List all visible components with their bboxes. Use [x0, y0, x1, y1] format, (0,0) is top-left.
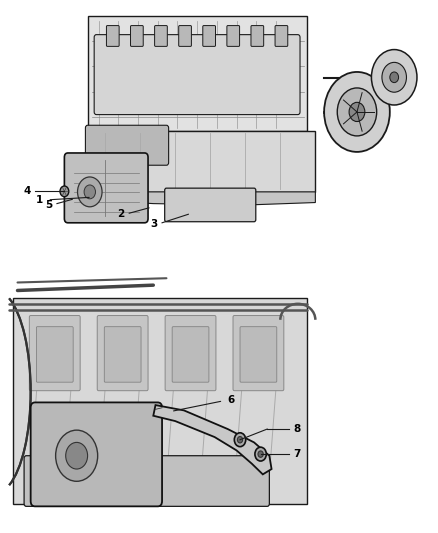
FancyBboxPatch shape — [88, 131, 315, 192]
Text: 2: 2 — [117, 209, 125, 219]
Circle shape — [371, 50, 417, 105]
Circle shape — [390, 72, 399, 83]
FancyBboxPatch shape — [251, 26, 264, 46]
FancyBboxPatch shape — [97, 316, 148, 391]
Polygon shape — [153, 405, 272, 474]
Text: 6: 6 — [227, 395, 234, 405]
Text: 5: 5 — [45, 200, 53, 209]
FancyBboxPatch shape — [24, 456, 269, 506]
FancyBboxPatch shape — [131, 26, 143, 46]
Circle shape — [237, 437, 243, 443]
FancyBboxPatch shape — [64, 153, 148, 223]
Circle shape — [258, 451, 263, 457]
Circle shape — [78, 177, 102, 207]
Circle shape — [255, 447, 266, 461]
Circle shape — [66, 442, 88, 469]
FancyBboxPatch shape — [104, 327, 141, 382]
FancyBboxPatch shape — [165, 188, 256, 222]
FancyBboxPatch shape — [85, 125, 169, 165]
Circle shape — [324, 72, 390, 152]
Text: 1: 1 — [35, 195, 43, 205]
Polygon shape — [88, 192, 315, 205]
Circle shape — [349, 102, 365, 122]
FancyBboxPatch shape — [36, 327, 73, 382]
FancyBboxPatch shape — [94, 35, 300, 115]
FancyBboxPatch shape — [31, 402, 162, 506]
FancyBboxPatch shape — [172, 327, 209, 382]
FancyBboxPatch shape — [155, 26, 167, 46]
Circle shape — [60, 186, 69, 197]
Text: 4: 4 — [23, 187, 31, 196]
FancyBboxPatch shape — [88, 16, 307, 131]
FancyBboxPatch shape — [13, 298, 307, 504]
Circle shape — [234, 433, 246, 447]
FancyBboxPatch shape — [165, 316, 216, 391]
Text: 7: 7 — [293, 449, 301, 459]
Circle shape — [56, 430, 98, 481]
Circle shape — [337, 88, 377, 136]
FancyBboxPatch shape — [179, 26, 191, 46]
FancyBboxPatch shape — [233, 316, 284, 391]
FancyBboxPatch shape — [240, 327, 277, 382]
Circle shape — [382, 62, 406, 92]
Text: 8: 8 — [293, 424, 301, 434]
Circle shape — [84, 185, 95, 199]
FancyBboxPatch shape — [106, 26, 119, 46]
FancyBboxPatch shape — [29, 316, 80, 391]
FancyBboxPatch shape — [203, 26, 215, 46]
Text: 3: 3 — [150, 219, 158, 229]
FancyBboxPatch shape — [227, 26, 240, 46]
FancyBboxPatch shape — [275, 26, 288, 46]
